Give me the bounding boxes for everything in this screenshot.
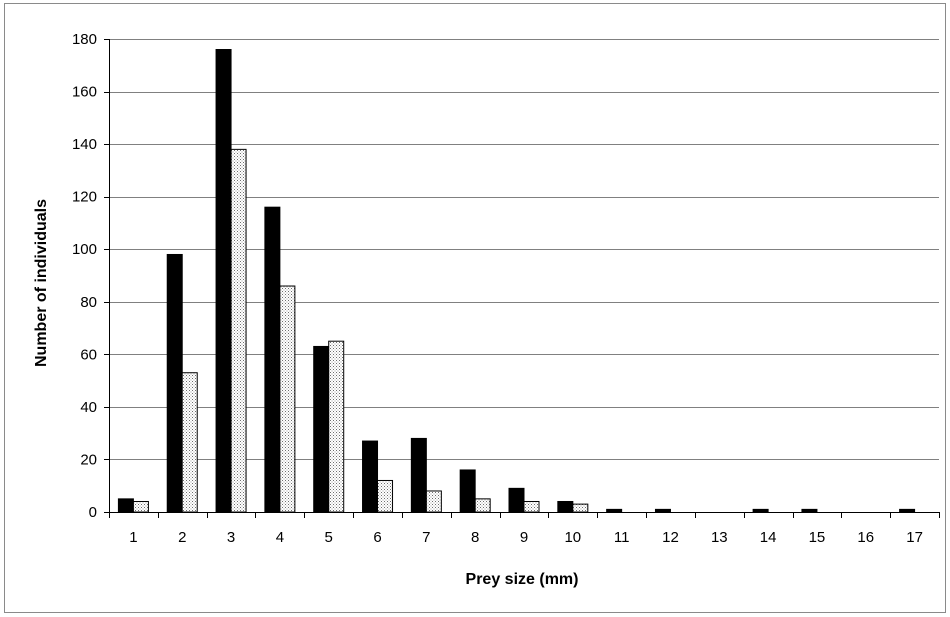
- bar: [459, 469, 476, 513]
- y-tick-label: 40: [80, 399, 97, 416]
- bar: [557, 500, 574, 513]
- y-tick-label: 160: [72, 84, 97, 101]
- bar: [508, 487, 525, 513]
- y-tick-label: 100: [72, 241, 97, 258]
- x-tick-label: 5: [325, 529, 333, 546]
- bar: [654, 508, 671, 513]
- bar: [425, 490, 442, 513]
- x-tick-label: 16: [857, 529, 874, 546]
- x-tick-label: 11: [614, 529, 630, 546]
- x-tick-label: 1: [129, 529, 137, 546]
- x-tick-label: 14: [760, 529, 777, 546]
- bar: [328, 340, 345, 513]
- x-axis-title: Prey size (mm): [466, 571, 579, 588]
- bar: [410, 437, 427, 513]
- y-tick-label: 60: [80, 346, 97, 363]
- bar: [313, 345, 330, 513]
- bar: [264, 206, 281, 513]
- x-tick-label: 3: [227, 529, 235, 546]
- y-tick-label: 180: [72, 31, 97, 48]
- x-tick-label: 2: [178, 529, 186, 546]
- bar: [899, 508, 916, 513]
- bars: [117, 49, 916, 513]
- y-tick-label: 0: [89, 504, 97, 521]
- x-tick-label: 4: [276, 529, 284, 546]
- bar: [606, 508, 623, 513]
- bar: [181, 372, 198, 513]
- y-tick-label: 120: [72, 189, 97, 206]
- y-tick-label: 140: [72, 136, 97, 153]
- bar: [801, 508, 818, 513]
- bar: [377, 479, 394, 513]
- x-tick-label: 9: [520, 529, 528, 546]
- bar: [215, 49, 232, 513]
- x-tick-label: 13: [711, 529, 728, 546]
- bar: [230, 148, 247, 513]
- y-tick-label: 80: [80, 294, 97, 311]
- bar: [166, 253, 183, 513]
- axes: [104, 39, 940, 518]
- bar: [572, 503, 589, 513]
- y-axis-title: Number of individuals: [33, 199, 50, 367]
- bar: [279, 285, 296, 513]
- bar: [752, 508, 769, 513]
- x-tick-label: 6: [373, 529, 381, 546]
- gridlines: [109, 39, 939, 460]
- bar: [362, 440, 379, 513]
- bar: [474, 498, 491, 513]
- x-tick-label: 7: [422, 529, 430, 546]
- x-tick-label: 15: [809, 529, 826, 546]
- y-tick-labels: 0 20 40 60 80 100 120 140 160 180: [72, 31, 97, 521]
- bar: [132, 500, 149, 513]
- x-tick-label: 12: [662, 529, 679, 546]
- bar: [523, 500, 540, 513]
- y-tick-label: 20: [80, 451, 97, 468]
- x-tick-label: 10: [564, 529, 581, 546]
- bar: [117, 498, 134, 513]
- x-tick-labels: 1 2 3 4 5 6 7 8 9 10 11 12 13 14 15 16 17: [129, 529, 923, 546]
- x-tick-label: 8: [471, 529, 479, 546]
- x-tick-label: 17: [906, 529, 923, 546]
